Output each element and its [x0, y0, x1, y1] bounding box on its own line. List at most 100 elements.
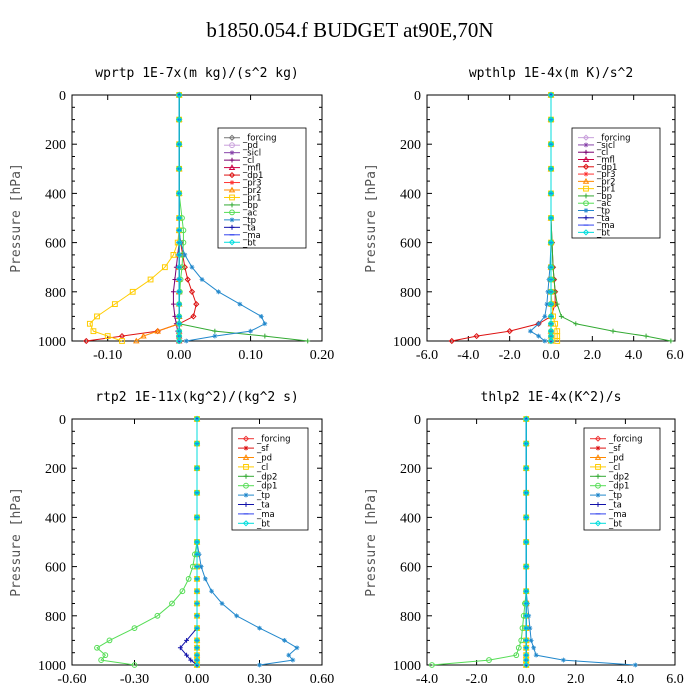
data-point	[90, 328, 97, 335]
data-point	[193, 600, 201, 607]
legend-label: _sicl	[596, 141, 615, 151]
y-tick-label: 800	[400, 610, 421, 625]
data-point	[198, 564, 204, 569]
y-tick-label: 400	[45, 187, 66, 202]
legend-label: _bt	[242, 238, 257, 248]
data-point	[182, 252, 188, 258]
legend-box	[217, 127, 307, 249]
data-point	[94, 313, 100, 320]
legend-marker	[243, 464, 249, 470]
legend-label: _bt	[608, 519, 623, 529]
y-tick-label: 200	[400, 462, 421, 477]
data-point	[523, 538, 530, 546]
series-dp1	[429, 416, 530, 668]
y-tick-label: 800	[45, 610, 66, 625]
series-dp1	[448, 91, 559, 345]
legend-label: _ac	[596, 199, 611, 209]
panel-title: wprtp 1E-7x(m kg)/(s^2 kg)	[95, 66, 299, 81]
legend-label: _cl	[596, 148, 608, 158]
data-point	[533, 652, 539, 658]
data-point	[184, 652, 189, 658]
legend-marker	[583, 200, 589, 207]
legend-label: _bp	[596, 192, 612, 202]
legend-label: _tp	[242, 216, 256, 226]
legend-marker	[582, 163, 590, 170]
legend-marker	[229, 157, 235, 163]
data-point	[176, 337, 183, 345]
data-point	[216, 289, 221, 295]
x-tick-label: 6.0	[666, 348, 684, 363]
data-point	[573, 321, 579, 327]
legend-marker	[582, 229, 590, 236]
data-point	[176, 239, 183, 246]
data-point	[262, 333, 268, 339]
data-point	[632, 662, 638, 668]
data-point	[547, 320, 555, 327]
data-point	[86, 320, 93, 327]
data-point	[547, 141, 555, 148]
legend: _forcing_pd_sicl_cl_mfl_dp1_pr3_pr2_pr1_…	[217, 127, 307, 249]
data-point	[561, 657, 566, 663]
data-point	[523, 465, 530, 472]
data-point	[262, 321, 268, 327]
data-point	[305, 338, 311, 344]
data-point	[176, 300, 183, 308]
legend-marker	[594, 520, 602, 527]
data-point	[257, 662, 262, 668]
legend-label: _pr1	[242, 193, 262, 203]
data-point	[523, 588, 530, 595]
legend-label: _dp1	[596, 163, 617, 173]
y-tick-label: 200	[45, 462, 66, 477]
data-point	[547, 116, 555, 123]
x-tick-label: 4.0	[625, 348, 643, 363]
data-point	[448, 337, 455, 345]
y-tick-label: 0	[414, 413, 421, 428]
y-tick-label: 0	[59, 89, 66, 104]
y-tick-label: 800	[400, 286, 421, 301]
data-point	[547, 190, 555, 197]
data-point	[179, 588, 186, 595]
x-tick-label: 2.0	[567, 672, 585, 687]
data-point	[177, 645, 183, 651]
legend-marker	[583, 171, 589, 177]
data-point	[547, 276, 555, 283]
data-point	[193, 538, 201, 546]
x-tick-label: -2.0	[466, 672, 488, 687]
legend-label: _sf	[256, 444, 270, 454]
legend-marker	[228, 186, 236, 193]
legend-marker	[595, 464, 601, 470]
legend-marker	[243, 445, 249, 451]
data-point	[104, 333, 111, 339]
legend-marker	[243, 473, 249, 479]
data-point	[523, 514, 530, 521]
data-point	[188, 288, 196, 295]
x-tick-label: -4.0	[416, 672, 438, 687]
chart-panel-4: thlp2 1E-4x(K^2)/s Pressure [hPa] 0 200 400 6…	[364, 390, 684, 687]
y-axis-label: Pressure [hPa]	[364, 487, 379, 597]
legend-marker	[228, 134, 236, 141]
data-point	[176, 214, 183, 222]
legend-marker	[243, 492, 249, 498]
legend-marker	[583, 215, 589, 221]
series-line	[431, 419, 527, 666]
y-tick-label: 1000	[38, 659, 66, 674]
legend-marker	[583, 142, 589, 148]
legend-marker	[583, 149, 589, 155]
legend-label: _forcing	[596, 134, 631, 144]
data-point	[176, 227, 183, 234]
y-tick-label: 600	[45, 561, 66, 576]
legend-label: _cl	[242, 156, 254, 166]
data-point	[523, 624, 530, 632]
legend-marker	[228, 239, 236, 246]
data-point	[193, 514, 201, 521]
figure-title: b1850.054.f BUDGET at90E,70N	[206, 18, 494, 42]
panel-title: rtp2 1E-11x(kg^2)/(kg^2 s)	[95, 390, 299, 405]
data-point	[170, 252, 177, 258]
data-point	[523, 644, 530, 651]
data-point	[193, 440, 201, 447]
series-bt	[523, 415, 530, 669]
data-point	[523, 563, 530, 570]
data-point	[184, 276, 191, 283]
data-point	[523, 661, 530, 669]
y-tick-label: 400	[45, 511, 66, 526]
